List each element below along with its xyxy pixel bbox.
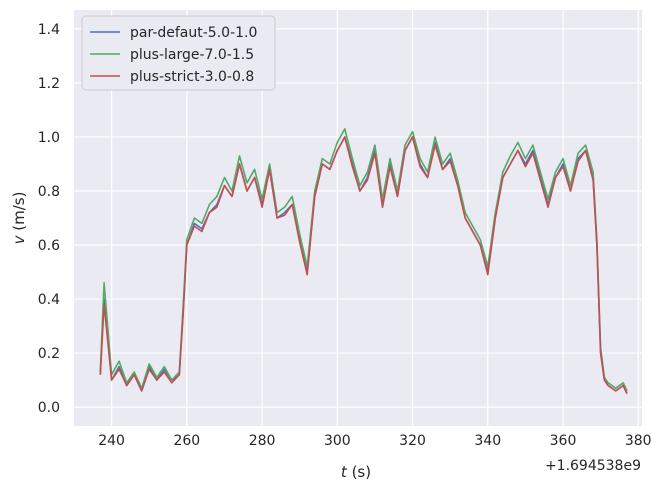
x-tick-label: 280 <box>249 433 276 449</box>
y-tick-label: 1.2 <box>38 76 60 92</box>
x-tick-label: 320 <box>399 433 426 449</box>
legend-label-2: plus-strict-3.0-0.8 <box>130 69 254 85</box>
y-tick-label: 0.8 <box>38 184 60 200</box>
x-axis-offset-label: +1.694538e9 <box>545 458 641 474</box>
legend-label-1: plus-large-7.0-1.5 <box>130 47 254 63</box>
legend: par-defaut-5.0-1.0 plus-large-7.0-1.5 plus… <box>81 15 276 91</box>
y-tick-label: 0.0 <box>38 400 60 416</box>
legend-label-0: par-defaut-5.0-1.0 <box>130 25 257 41</box>
x-tick-label: 240 <box>98 433 125 449</box>
legend-box <box>81 15 276 91</box>
y-tick-label: 0.4 <box>38 292 60 308</box>
series-line-2 <box>99 136 628 394</box>
x-axis-label: t (s) <box>341 463 371 481</box>
y-tick-label: 0.6 <box>38 238 60 254</box>
x-tick-label: 380 <box>625 433 651 449</box>
y-tick-label: 1.0 <box>38 130 60 146</box>
series-layer <box>99 128 628 394</box>
x-tick-label: 260 <box>173 433 200 449</box>
y-tick-label: 1.4 <box>38 22 60 38</box>
y-axis-label: v (m/s) <box>10 192 28 245</box>
x-tick-label: 300 <box>324 433 351 449</box>
x-tick-label: 360 <box>550 433 577 449</box>
y-axis-ticks: 0.0 0.2 0.4 0.6 0.8 1.0 1.2 1.4 <box>38 22 60 416</box>
y-tick-label: 0.2 <box>38 346 60 362</box>
x-axis-ticks: 240 260 280 300 320 340 360 380 <box>98 433 651 449</box>
x-tick-label: 340 <box>474 433 501 449</box>
